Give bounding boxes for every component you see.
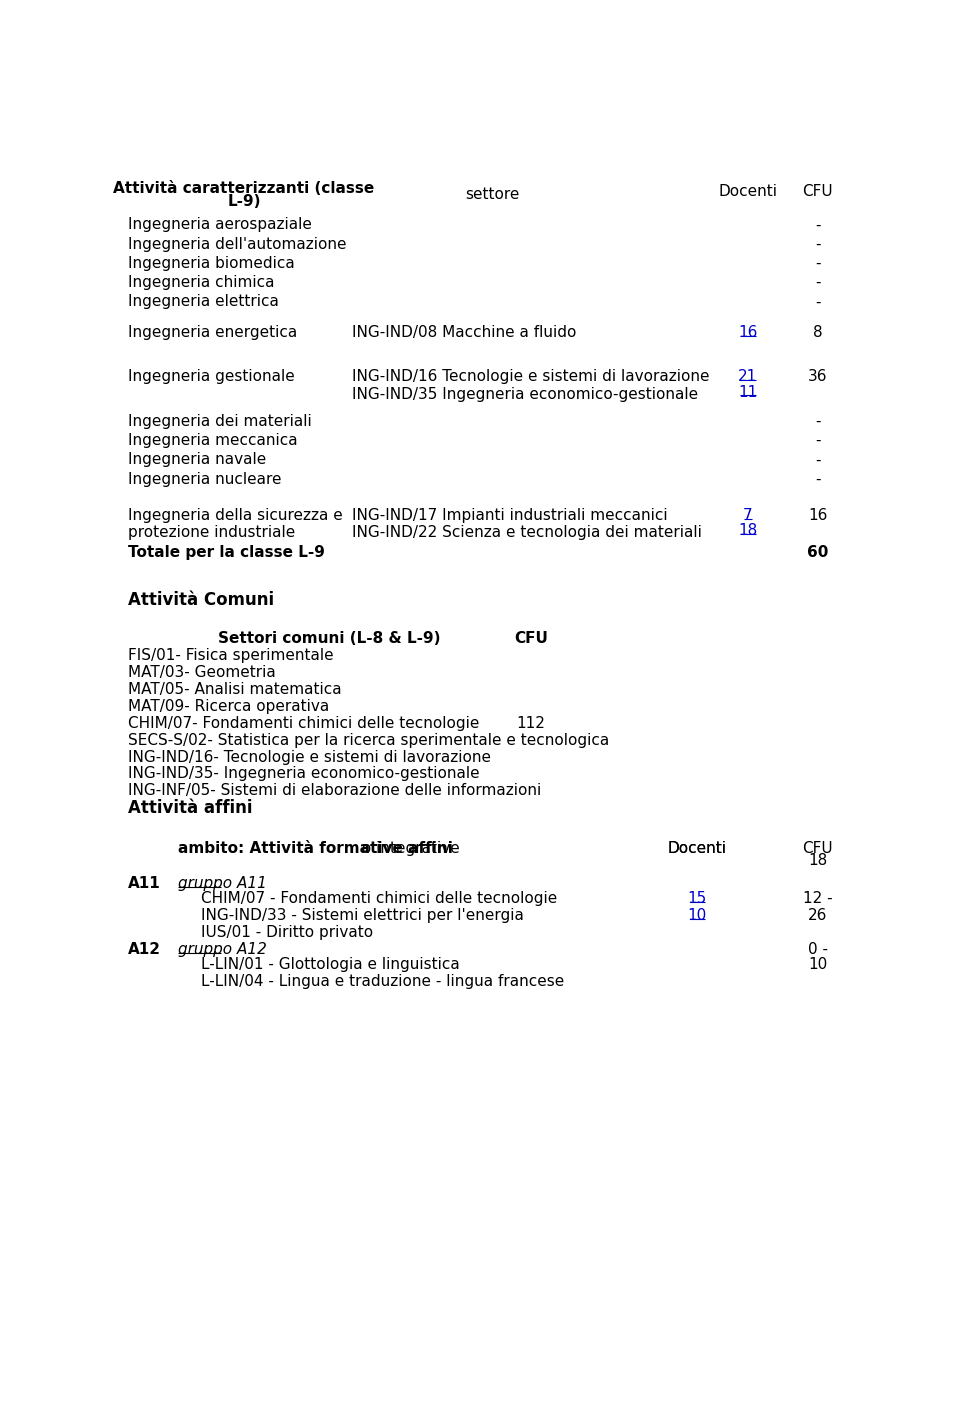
Text: Ingegneria meccanica: Ingegneria meccanica bbox=[128, 434, 298, 448]
Text: -: - bbox=[815, 414, 820, 429]
Text: CHIM/07 - Fondamenti chimici delle tecnologie: CHIM/07 - Fondamenti chimici delle tecno… bbox=[202, 891, 558, 907]
Text: Ingegneria dell'automazione: Ingegneria dell'automazione bbox=[128, 237, 347, 252]
Text: A12: A12 bbox=[128, 942, 160, 957]
Text: L-9): L-9) bbox=[228, 193, 261, 208]
Text: MAT/05- Analisi matematica: MAT/05- Analisi matematica bbox=[128, 681, 342, 697]
Text: ING-IND/08 Macchine a fluido: ING-IND/08 Macchine a fluido bbox=[352, 325, 577, 341]
Text: MAT/09- Ricerca operativa: MAT/09- Ricerca operativa bbox=[128, 698, 329, 714]
Text: 12 -: 12 - bbox=[803, 891, 832, 907]
Text: ING-IND/17 Impianti industriali meccanici
ING-IND/22 Scienza e tecnologia dei ma: ING-IND/17 Impianti industriali meccanic… bbox=[352, 508, 703, 541]
Text: settore: settore bbox=[465, 187, 519, 203]
Text: -: - bbox=[815, 256, 820, 270]
Text: 16: 16 bbox=[738, 325, 757, 341]
Text: Ingegneria chimica: Ingegneria chimica bbox=[128, 275, 275, 290]
Text: IUS/01 - Diritto privato: IUS/01 - Diritto privato bbox=[202, 925, 373, 941]
Text: 26: 26 bbox=[807, 908, 828, 924]
Text: Attività caratterizzanti (classe: Attività caratterizzanti (classe bbox=[113, 182, 374, 196]
Text: A11: A11 bbox=[128, 876, 160, 891]
Text: Docenti: Docenti bbox=[668, 841, 727, 856]
Text: 10: 10 bbox=[687, 908, 707, 924]
Text: Ingegneria nucleare: Ingegneria nucleare bbox=[128, 472, 281, 487]
Text: -: - bbox=[815, 237, 820, 252]
Text: L-LIN/01 - Glottologia e linguistica: L-LIN/01 - Glottologia e linguistica bbox=[202, 957, 460, 973]
Text: 10: 10 bbox=[808, 957, 828, 973]
Text: CFU: CFU bbox=[803, 184, 833, 200]
Text: 112: 112 bbox=[516, 715, 545, 731]
Text: ING-IND/33 - Sistemi elettrici per l'energia: ING-IND/33 - Sistemi elettrici per l'ene… bbox=[202, 908, 524, 924]
Text: CFU: CFU bbox=[803, 841, 833, 856]
Text: 11: 11 bbox=[738, 384, 757, 400]
Text: Ingegneria elettrica: Ingegneria elettrica bbox=[128, 294, 278, 310]
Text: L-LIN/04 - Lingua e traduzione - lingua francese: L-LIN/04 - Lingua e traduzione - lingua … bbox=[202, 974, 564, 990]
Text: ambito: Attività formative affini: ambito: Attività formative affini bbox=[179, 841, 453, 856]
Text: 0 -: 0 - bbox=[807, 942, 828, 957]
Text: 36: 36 bbox=[807, 369, 828, 384]
Text: ING-IND/35- Ingegneria economico-gestionale: ING-IND/35- Ingegneria economico-gestion… bbox=[128, 766, 479, 781]
Text: -: - bbox=[815, 275, 820, 290]
Text: 18: 18 bbox=[808, 853, 828, 869]
Text: -: - bbox=[815, 434, 820, 448]
Text: 60: 60 bbox=[806, 545, 828, 560]
Text: FIS/01- Fisica sperimentale: FIS/01- Fisica sperimentale bbox=[128, 648, 333, 663]
Text: Ingegneria biomedica: Ingegneria biomedica bbox=[128, 256, 295, 270]
Text: CHIM/07- Fondamenti chimici delle tecnologie: CHIM/07- Fondamenti chimici delle tecnol… bbox=[128, 715, 479, 731]
Text: Ingegneria navale: Ingegneria navale bbox=[128, 452, 266, 467]
Text: Ingegneria aerospaziale: Ingegneria aerospaziale bbox=[128, 217, 312, 232]
Text: gruppo A12: gruppo A12 bbox=[179, 942, 267, 957]
Text: Ingegneria gestionale: Ingegneria gestionale bbox=[128, 369, 295, 384]
Text: 7: 7 bbox=[743, 508, 753, 522]
Text: 8: 8 bbox=[813, 325, 823, 341]
Text: 16: 16 bbox=[807, 508, 828, 522]
Text: Ingegneria della sicurezza e
protezione industriale: Ingegneria della sicurezza e protezione … bbox=[128, 508, 343, 541]
Text: CFU: CFU bbox=[514, 631, 548, 646]
Text: 18: 18 bbox=[738, 524, 757, 538]
Text: 15: 15 bbox=[687, 891, 707, 907]
Text: gruppo A11: gruppo A11 bbox=[179, 876, 267, 891]
Text: ING-IND/16- Tecnologie e sistemi di lavorazione: ING-IND/16- Tecnologie e sistemi di lavo… bbox=[128, 749, 491, 765]
Text: Attività Comuni: Attività Comuni bbox=[128, 591, 274, 608]
Text: Settori comuni (L-8 & L-9): Settori comuni (L-8 & L-9) bbox=[218, 631, 441, 646]
Text: Docenti: Docenti bbox=[718, 184, 778, 200]
Text: MAT/03- Geometria: MAT/03- Geometria bbox=[128, 665, 276, 680]
Text: 21: 21 bbox=[738, 369, 757, 384]
Text: -: - bbox=[815, 452, 820, 467]
Text: SECS-S/02- Statistica per la ricerca sperimentale e tecnologica: SECS-S/02- Statistica per la ricerca spe… bbox=[128, 732, 609, 748]
Text: -: - bbox=[815, 294, 820, 310]
Text: Docenti: Docenti bbox=[668, 841, 727, 856]
Text: Totale per la classe L-9: Totale per la classe L-9 bbox=[128, 545, 324, 560]
Text: Attività affini: Attività affini bbox=[128, 798, 252, 817]
Text: -: - bbox=[815, 217, 820, 232]
Text: Ingegneria energetica: Ingegneria energetica bbox=[128, 325, 297, 341]
Text: ING-INF/05- Sistemi di elaborazione delle informazioni: ING-INF/05- Sistemi di elaborazione dell… bbox=[128, 783, 541, 798]
Text: ING-IND/16 Tecnologie e sistemi di lavorazione
ING-IND/35 Ingegneria economico-g: ING-IND/16 Tecnologie e sistemi di lavor… bbox=[352, 369, 710, 401]
Text: -: - bbox=[815, 472, 820, 487]
Text: o integrative: o integrative bbox=[357, 841, 460, 856]
Text: Ingegneria dei materiali: Ingegneria dei materiali bbox=[128, 414, 311, 429]
